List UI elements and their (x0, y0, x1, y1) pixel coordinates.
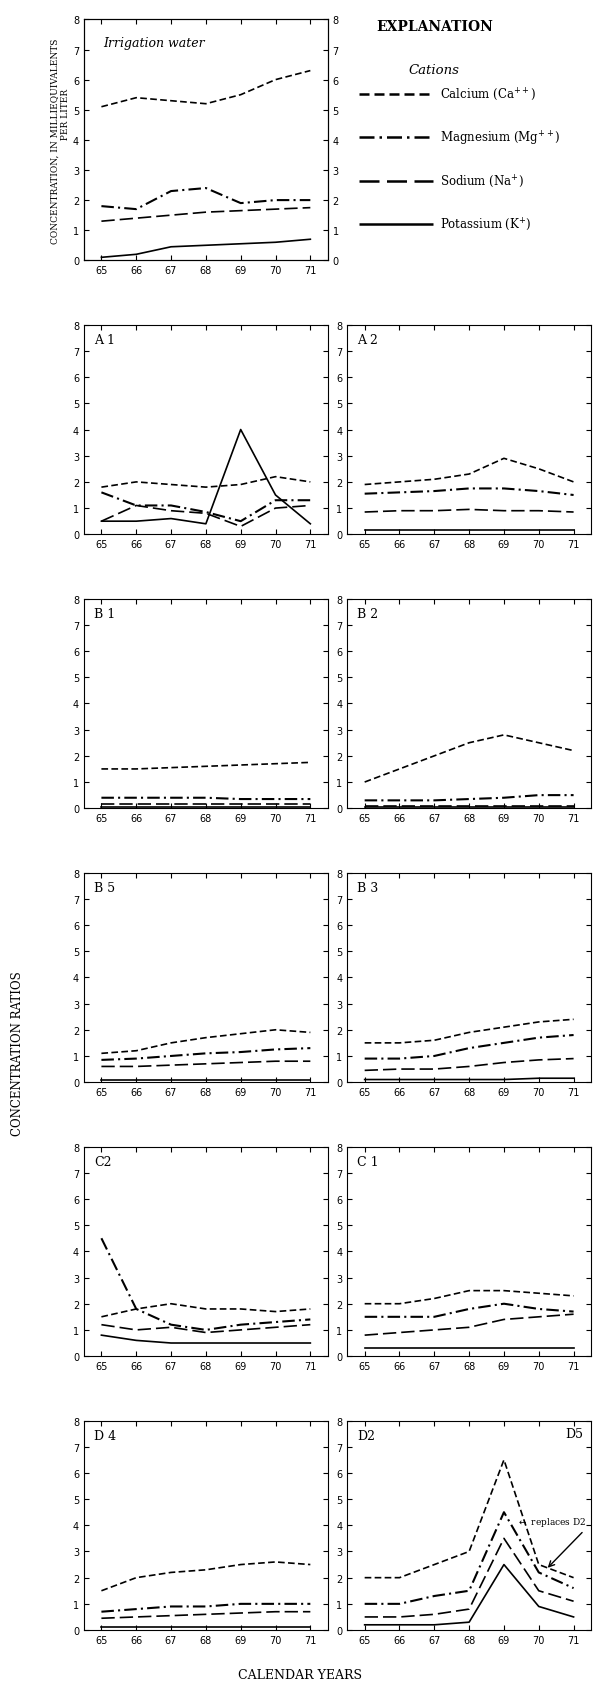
Text: $\leftarrow$ replaces D2: $\leftarrow$ replaces D2 (517, 1515, 586, 1528)
Text: Cations: Cations (408, 65, 459, 76)
Text: Sodium (Na$^{+}$): Sodium (Na$^{+}$) (440, 173, 524, 190)
Text: B 2: B 2 (357, 608, 378, 621)
Text: B 3: B 3 (357, 881, 378, 895)
Text: D2: D2 (357, 1430, 375, 1442)
Text: Magnesium (Mg$^{++}$): Magnesium (Mg$^{++}$) (440, 129, 560, 148)
Text: D 4: D 4 (94, 1430, 116, 1442)
Text: C 1: C 1 (357, 1155, 379, 1168)
Text: Potassium (K$^{+}$): Potassium (K$^{+}$) (440, 217, 532, 233)
Text: A 2: A 2 (357, 335, 378, 346)
Y-axis label: CONCENTRATION, IN MILLIEQUIVALENTS
                  PER LITER: CONCENTRATION, IN MILLIEQUIVALENTS PER L… (51, 37, 70, 243)
Text: B 1: B 1 (94, 608, 115, 621)
Text: Irrigation water: Irrigation water (104, 37, 205, 51)
Text: Calcium (Ca$^{++}$): Calcium (Ca$^{++}$) (440, 87, 536, 104)
Text: CONCENTRATION RATIOS: CONCENTRATION RATIOS (11, 971, 24, 1134)
Text: B 5: B 5 (94, 881, 115, 895)
Text: C2: C2 (94, 1155, 111, 1168)
Text: CALENDAR YEARS: CALENDAR YEARS (238, 1667, 362, 1681)
Text: D5: D5 (566, 1426, 584, 1440)
Text: EXPLANATION: EXPLANATION (377, 20, 493, 34)
Text: A 1: A 1 (94, 335, 115, 346)
